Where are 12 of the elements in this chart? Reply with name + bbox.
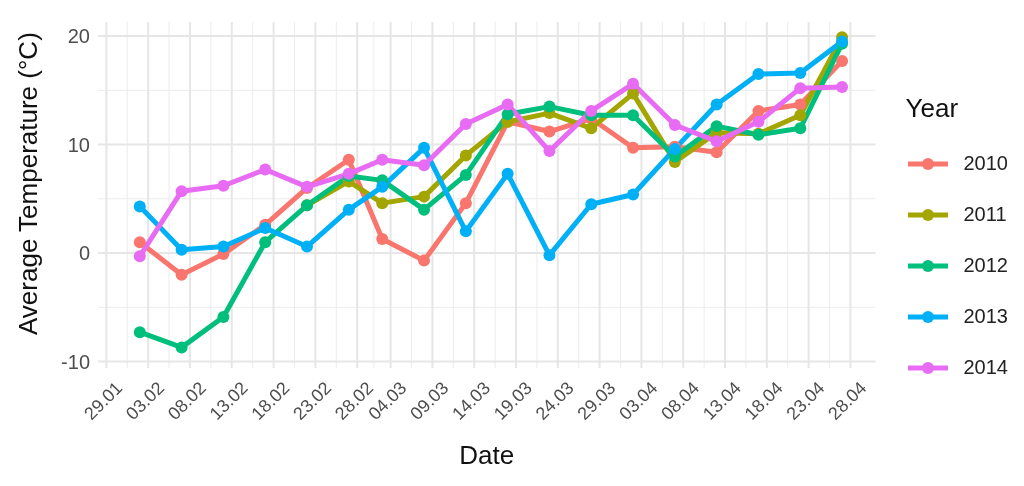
y-axis-title: Average Temperature (°C) [13, 32, 44, 335]
y-tick-label: 0 [78, 242, 90, 265]
legend-label: 2011 [963, 203, 1007, 226]
y-tick-label: 20 [67, 25, 90, 48]
y-tick-label: 10 [67, 133, 90, 156]
legend-label: 2014 [963, 356, 1008, 379]
y-tick-label: -10 [61, 350, 90, 373]
legend-label: 2013 [963, 305, 1008, 328]
legend-label: 2010 [963, 152, 1008, 175]
legend-label: 2012 [963, 254, 1008, 277]
legend-title: Year [905, 93, 960, 124]
x-axis-title: Date [459, 440, 515, 470]
